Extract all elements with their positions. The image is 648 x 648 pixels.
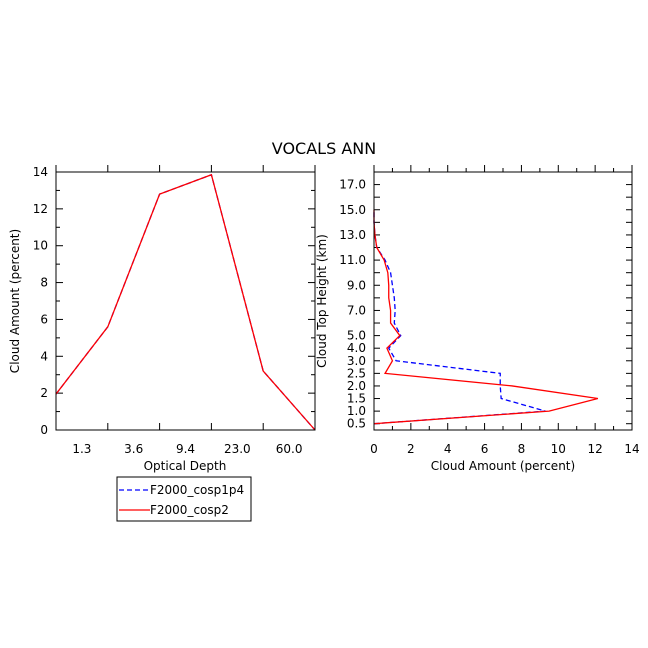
right-y-tick-label: 4.0 [347,341,366,355]
legend-label-cosp2: F2000_cosp2 [150,503,229,517]
right-y-tick-label: 1.0 [347,404,366,418]
left-series-line-0 [55,173,316,431]
left-y-tick-label: 12 [33,202,48,216]
right-x-tick-labels: 0 2 4 6 8 10 12 14 [370,442,639,456]
right-series-line-1 [373,209,599,425]
legend: F2000_cosp1p4 F2000_cosp2 [116,476,252,522]
right-x-tick-label: 4 [444,442,452,456]
right-y-tick-label: 11.0 [339,253,366,267]
right-x-tick-label: 12 [588,442,603,456]
left-x-tick-label: 60.0 [276,442,303,456]
right-y-tick-label: 17.0 [339,178,366,192]
left-series-line-1 [55,173,316,431]
right-y-tick-label: 5.0 [347,329,366,343]
right-plot-frame [373,171,633,431]
right-x-tick-label: 14 [624,442,639,456]
right-x-tick-label: 0 [370,442,378,456]
legend-label-cosp1p4: F2000_cosp1p4 [150,483,244,497]
left-x-tick-label: 1.3 [72,442,91,456]
right-y-tick-label: 2.5 [347,366,366,380]
right-y-tick-label: 7.0 [347,303,366,317]
right-series [373,209,599,425]
right-series-line-0 [373,209,546,425]
left-y-tick-label: 6 [40,312,48,326]
left-x-tick-label: 3.6 [124,442,143,456]
right-panel: 0 2 4 6 8 10 12 14 0.51.01.52.02.53.04.05.0 7.0 9… [315,165,640,473]
right-x-tick-label: 10 [551,442,566,456]
left-x-tick-labels: 1.3 3.6 9.4 23.0 60.0 [72,442,302,456]
right-x-tick-label: 2 [407,442,415,456]
right-x-axis-label: Cloud Amount (percent) [431,459,575,473]
right-y-tick-label: 9.0 [347,278,366,292]
left-y-tick-label: 10 [33,239,48,253]
right-y-tick-label: 15.0 [339,203,366,217]
left-plot-frame [55,171,316,431]
left-x-tick-label: 9.4 [176,442,195,456]
right-y-tick-label: 13.0 [339,228,366,242]
left-y-tick-label: 2 [40,386,48,400]
right-y-tick-label: 3.0 [347,354,366,368]
left-y-tick-label: 4 [40,349,48,363]
legend-box [116,476,252,522]
left-y-tick-label: 0 [40,423,48,437]
left-y-tick-label: 14 [33,165,48,179]
right-y-tick-label: 2.0 [347,379,366,393]
left-ticks [55,165,316,431]
left-x-axis-label: Optical Depth [144,459,227,473]
left-series [55,173,316,431]
right-y-tick-label: 0.5 [347,417,366,431]
right-y-tick-labels: 0.51.01.52.02.53.04.05.0 7.0 9.0 11.0 13.0 15… [339,178,366,431]
right-y-axis-label: Cloud Top Height (km) [315,234,329,368]
left-y-tick-label: 8 [40,276,48,290]
figure-title: VOCALS ANN [272,139,376,158]
right-ticks [373,165,633,430]
left-y-tick-labels: 0 2 4 6 8 10 12 14 [33,165,48,437]
right-x-tick-label: 8 [518,442,526,456]
left-panel: 1.3 3.6 9.4 23.0 60.0 0 2 4 6 8 10 12 14 Optical De… [8,165,316,473]
left-y-axis-label: Cloud Amount (percent) [8,229,22,373]
left-x-tick-label: 23.0 [224,442,251,456]
right-y-tick-label: 1.5 [347,392,366,406]
right-x-tick-label: 6 [481,442,489,456]
